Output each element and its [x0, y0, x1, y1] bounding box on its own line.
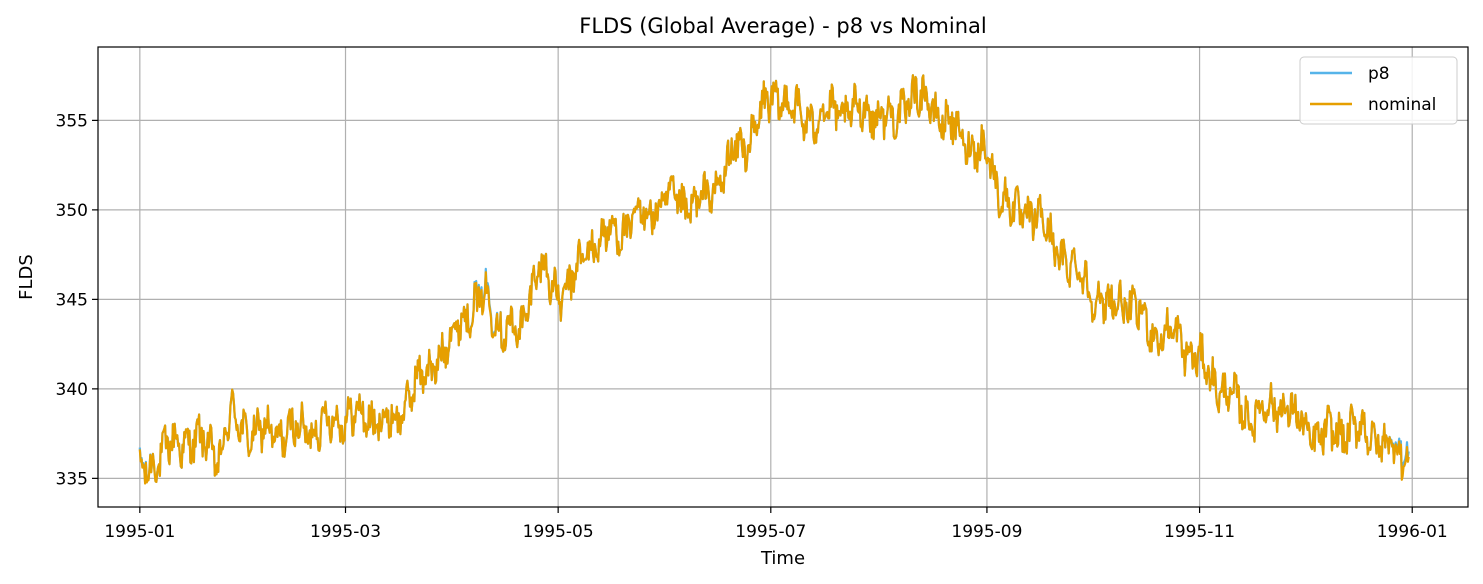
x-axis-label: Time — [760, 548, 805, 569]
x-tick-label: 1995-09 — [951, 522, 1022, 542]
y-tick-label: 345 — [56, 290, 88, 310]
y-axis-ticks: 335 340 345 350 355 — [56, 111, 98, 489]
x-tick-label: 1996-01 — [1377, 522, 1448, 542]
chart-title: FLDS (Global Average) - p8 vs Nominal — [579, 14, 986, 38]
y-tick-label: 350 — [56, 201, 88, 221]
x-tick-label: 1995-11 — [1164, 522, 1235, 542]
legend: p8 nominal — [1299, 56, 1458, 125]
axes-frame — [97, 46, 1469, 508]
x-tick-label: 1995-07 — [735, 522, 806, 542]
y-tick-label: 355 — [56, 111, 88, 131]
legend-label-nominal: nominal — [1368, 95, 1436, 115]
x-tick-label: 1995-05 — [523, 522, 594, 542]
plot-area — [138, 74, 1410, 485]
x-tick-label: 1995-01 — [104, 522, 175, 542]
legend-label-p8: p8 — [1368, 64, 1390, 84]
y-tick-label: 340 — [56, 380, 88, 400]
series-line-nominal — [138, 74, 1410, 485]
y-axis-label: FLDS — [16, 254, 37, 300]
x-tick-label: 1995-03 — [310, 522, 381, 542]
x-axis-ticks: 1995-01 1995-03 1995-05 1995-07 1995-09 1995-… — [104, 507, 1448, 542]
y-tick-label: 335 — [56, 469, 88, 489]
